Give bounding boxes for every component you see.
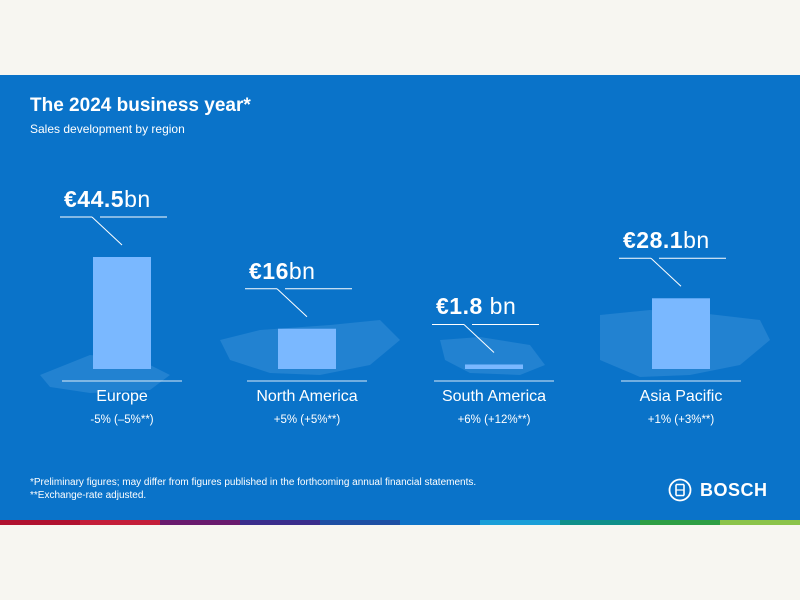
value-label-north-america: €16bn — [249, 258, 315, 285]
value-number: €1.8 — [436, 293, 483, 320]
region-label-europe: Europe — [96, 388, 148, 405]
stripe-segment — [480, 520, 560, 525]
map-landmass — [440, 337, 545, 375]
chart — [40, 216, 770, 393]
change-label-north-america: +5% (+5%**) — [273, 414, 341, 426]
chart-title: The 2024 business year* — [30, 95, 251, 116]
bar-north-america — [278, 328, 336, 369]
footnote-exchange-rate: **Exchange-rate adjusted. — [30, 490, 147, 501]
leader-line-asia-pacific — [650, 257, 682, 287]
value-unit: bn — [683, 227, 710, 254]
value-number: €28.1 — [623, 227, 684, 254]
change-label-asia-pacific: +1% (+3%**) — [647, 414, 715, 426]
slide: The 2024 business year* Sales developmen… — [0, 75, 800, 522]
value-unit: bn — [124, 186, 151, 212]
stripe-segment — [400, 520, 480, 525]
bar-europe — [93, 257, 151, 369]
region-label-asia-pacific: Asia Pacific — [639, 388, 723, 405]
bosch-logo: BOSCH — [668, 478, 768, 502]
footnotes: *Preliminary figures; may differ from fi… — [30, 476, 476, 502]
footnote-preliminary: *Preliminary figures; may differ from fi… — [30, 477, 477, 488]
leader-line-south-america — [463, 324, 495, 353]
logo-wordmark: BOSCH — [700, 479, 768, 500]
value-number: €44.5 — [64, 186, 125, 212]
stripe-segment — [80, 520, 160, 525]
value-label-asia-pacific: €28.1bn — [623, 227, 710, 254]
value-number: €16 — [249, 257, 289, 284]
stripe-segment — [720, 520, 800, 525]
change-label-europe: -5% (–5%**) — [90, 414, 154, 426]
stripe-segment — [560, 520, 640, 525]
leader-line-north-america — [276, 288, 308, 318]
stripe-segment — [320, 520, 400, 525]
region-label-north-america: North America — [256, 388, 358, 405]
bar-south-america — [465, 364, 523, 369]
stripe-segment — [640, 520, 720, 525]
stripe-segment — [160, 520, 240, 525]
value-unit: bn — [482, 293, 517, 320]
bar-asia-pacific — [652, 298, 710, 369]
chart-subtitle: Sales development by region — [30, 122, 185, 136]
brand-color-stripe — [0, 520, 800, 525]
value-unit: bn — [288, 257, 316, 284]
bosch-armature-icon — [668, 478, 692, 502]
stripe-segment — [0, 520, 80, 525]
region-label-south-america: South America — [441, 388, 547, 405]
leader-line-europe — [91, 216, 123, 246]
change-label-south-america: +6% (+12%**) — [457, 414, 531, 426]
value-label-south-america: €1.8 bn — [436, 293, 516, 320]
stripe-segment — [240, 520, 320, 525]
value-label-europe: €44.5bn — [64, 186, 151, 213]
